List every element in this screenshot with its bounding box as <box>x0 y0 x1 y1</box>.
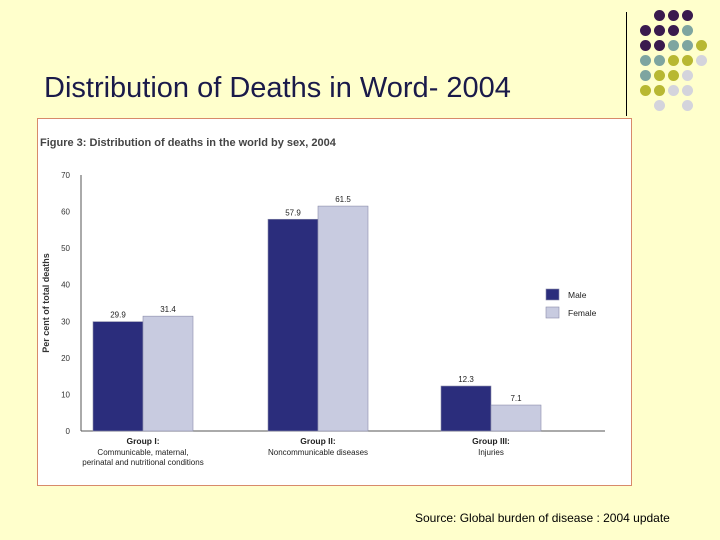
y-tick-label: 50 <box>61 244 70 253</box>
bar-male <box>267 218 319 432</box>
decorative-dot <box>654 10 665 21</box>
chart-title: Figure 3: Distribution of deaths in the … <box>40 137 336 149</box>
x-category-desc: perinatal and nutritional conditions <box>82 458 203 467</box>
decorative-dot <box>640 40 651 51</box>
decorative-dot <box>696 40 707 51</box>
x-category-desc: Injuries <box>478 448 504 457</box>
source-note: Source: Global burden of disease : 2004 … <box>415 511 670 525</box>
decorative-dot <box>654 25 665 36</box>
decorative-dot <box>668 25 679 36</box>
divider-line <box>626 12 627 116</box>
y-tick-label: 20 <box>61 354 70 363</box>
decorative-dot <box>654 40 665 51</box>
decorative-dot <box>682 85 693 96</box>
bar-value-label: 57.9 <box>285 208 301 217</box>
legend-label: Female <box>568 308 597 318</box>
bar-female <box>317 205 369 432</box>
legend-swatch <box>545 306 560 319</box>
decorative-dot-grid <box>640 10 720 120</box>
y-tick-label: 60 <box>61 208 70 217</box>
decorative-dot <box>682 70 693 81</box>
decorative-dot <box>668 55 679 66</box>
y-tick-label: 0 <box>66 427 71 436</box>
legend-label: Male <box>568 290 587 300</box>
decorative-dot <box>654 100 665 111</box>
y-axis-label: Per cent of total deaths <box>41 253 51 353</box>
decorative-dot <box>682 100 693 111</box>
y-tick-label: 40 <box>61 281 70 290</box>
x-category-label: Group III: <box>472 436 510 446</box>
decorative-dot <box>682 40 693 51</box>
bar-chart: 0 10 20 30 40 50 60 70 Per cent of total deaths 2… <box>41 171 605 467</box>
bar-value-label: 31.4 <box>160 305 176 314</box>
slide-title: Distribution of Deaths in Word- 2004 <box>44 72 511 104</box>
chart-figure: Figure 3: Distribution of deaths in the … <box>37 118 632 486</box>
bar-male <box>440 385 492 432</box>
decorative-dot <box>640 85 651 96</box>
x-category-label: Group II: <box>300 436 336 446</box>
decorative-dot <box>668 40 679 51</box>
bar-female <box>142 315 194 432</box>
legend-swatch <box>545 288 560 301</box>
x-category-label: Group I: <box>126 436 159 446</box>
decorative-dot <box>682 25 693 36</box>
decorative-dot <box>640 25 651 36</box>
decorative-dot <box>654 85 665 96</box>
decorative-dot <box>668 10 679 21</box>
bar-female <box>490 404 542 432</box>
bar-male <box>92 321 144 432</box>
decorative-dot <box>668 85 679 96</box>
decorative-dot <box>696 55 707 66</box>
decorative-dot <box>682 55 693 66</box>
y-tick-label: 70 <box>61 171 70 180</box>
x-category-desc: Communicable, maternal, <box>97 448 188 457</box>
decorative-dot <box>654 70 665 81</box>
bar-value-label: 29.9 <box>110 311 126 320</box>
decorative-dot <box>668 70 679 81</box>
decorative-dot <box>640 70 651 81</box>
y-tick-label: 30 <box>61 317 70 326</box>
bar-value-label: 61.5 <box>335 195 351 204</box>
decorative-dot <box>640 55 651 66</box>
x-category-desc: Noncommunicable diseases <box>268 448 368 457</box>
decorative-dot <box>654 55 665 66</box>
y-tick-label: 10 <box>61 390 70 399</box>
bar-value-label: 7.1 <box>510 394 522 403</box>
bar-value-label: 12.3 <box>458 375 474 384</box>
decorative-dot <box>682 10 693 21</box>
